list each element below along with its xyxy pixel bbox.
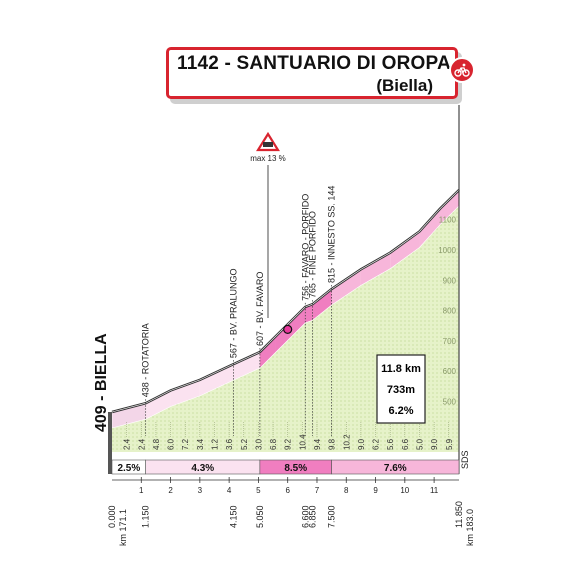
km-gradient-label: 5.2 <box>240 438 249 450</box>
km-gradient-label: 3.4 <box>196 438 205 450</box>
title-box: 1142 - SANTUARIO DI OROPA (Biella) <box>166 47 458 99</box>
km-gradient-label: 2.4 <box>123 438 132 450</box>
steep-gradient-warning-icon <box>256 131 280 152</box>
km-tick-label: 3 <box>198 486 203 495</box>
road-segment <box>305 304 313 323</box>
start-location-label: 409 - BIELLA <box>93 333 110 432</box>
road-segment <box>439 190 459 225</box>
km-gradient-label: 9.0 <box>430 438 439 450</box>
distance-mark-label: 5.050 <box>255 505 265 528</box>
road-segment <box>233 352 260 381</box>
km-tick-label: 8 <box>344 486 349 495</box>
km-gradient-label: 6.8 <box>269 438 278 450</box>
sds-label: SDS <box>460 450 470 469</box>
gradient-segment-label: 8.5% <box>284 463 307 474</box>
elevation-tick-label: 700 <box>443 337 457 346</box>
km-gradient-label: 10.4 <box>298 434 307 450</box>
road-segment <box>331 269 361 306</box>
road-segment <box>199 364 234 396</box>
road-segment <box>145 390 171 420</box>
km-gradient-label: 5.9 <box>445 438 454 450</box>
summary-box <box>376 354 426 424</box>
km-gradient-label: 5.6 <box>386 438 395 450</box>
max-gradient-label: max 13 % <box>250 154 286 163</box>
distance-mark-label: 4.150 <box>229 505 239 528</box>
km-gradient-label: 6.2 <box>372 438 381 450</box>
point-label: 438 - ROTATORIA <box>141 323 151 397</box>
summary-gradient: 6.2% <box>388 405 413 417</box>
km-tick-label: 4 <box>227 486 232 495</box>
km-gradient-label: 3.0 <box>254 438 263 450</box>
km-tick-label: 10 <box>400 486 409 495</box>
km-tick-label: 5 <box>256 486 261 495</box>
distance-mark-label: 7.500 <box>327 505 337 528</box>
km-gradient-label: 9.0 <box>357 438 366 450</box>
point-label: 815 - INNESTO SS. 144 <box>327 186 337 283</box>
road-segment <box>360 252 391 286</box>
km-gradient-label: 3.6 <box>225 438 234 450</box>
chart-title: 1142 - SANTUARIO DI OROPA <box>177 53 451 74</box>
km-tick-label: 6 <box>285 486 290 495</box>
point-label: 567 - BV. PRALUNGO <box>229 268 239 358</box>
km-tick-label: 9 <box>373 486 378 495</box>
elevation-tick-label: 1100 <box>439 216 457 225</box>
road-segment <box>259 335 276 369</box>
km-gradient-label: 9.4 <box>313 438 322 450</box>
km-tick-label: 2 <box>168 486 173 495</box>
km-gradient-label: 10.2 <box>342 434 351 450</box>
elevation-tick-label: 1000 <box>438 246 456 255</box>
km-gradient-label: 4.8 <box>152 438 161 450</box>
km-gradient-label: 6.0 <box>167 438 176 450</box>
km-gradient-label: 6.6 <box>401 438 410 450</box>
road-segment <box>419 208 440 248</box>
start-km-label: km 171.1 <box>118 509 128 546</box>
cyclist-icon <box>449 57 475 83</box>
elevation-tick-label: 900 <box>443 276 457 285</box>
point-label: 607 - BV. FAVARO <box>255 272 265 346</box>
distance-mark-label: 11.850 <box>454 501 464 528</box>
km-tick-label: 7 <box>315 486 320 495</box>
gradient-segment-label: 4.3% <box>191 463 214 474</box>
elevation-tick-label: 500 <box>443 397 457 406</box>
km-gradient-label: 9.8 <box>328 438 337 450</box>
km-gradient-label: 1.2 <box>210 438 219 450</box>
point-label: 756 - FAVARO - PORFIDO <box>300 194 310 301</box>
distance-mark-label: 6.600 <box>300 505 310 528</box>
gradient-segment-label: 2.5% <box>117 463 140 474</box>
elevation-tick-label: 800 <box>443 307 457 316</box>
km-gradient-label: 5.0 <box>415 438 424 450</box>
terrain-area <box>112 206 459 452</box>
max-gradient-marker <box>283 324 293 334</box>
end-km-label: km 183.0 <box>465 509 475 546</box>
km-tick-label: 1 <box>139 486 144 495</box>
road-segment <box>312 289 332 321</box>
elevation-tick-label: 600 <box>443 367 457 376</box>
start-wall <box>108 412 112 474</box>
gradient-segment <box>331 459 460 475</box>
chart-subtitle: (Biella) <box>376 76 433 95</box>
point-label: 765 - FINE PORFIDO <box>308 211 318 298</box>
road-segment <box>390 231 420 269</box>
km-gradient-label: 7.2 <box>181 438 190 450</box>
road-segment <box>112 403 146 428</box>
km-gradient-label: 2.4 <box>137 438 146 450</box>
distance-mark-label: 1.150 <box>141 505 151 528</box>
gradient-segment-label: 7.6% <box>384 463 407 474</box>
distance-mark-label: 6.850 <box>308 505 318 528</box>
summary-gain: 733m <box>387 384 415 396</box>
km-tick-label: 11 <box>430 486 439 495</box>
km-gradient-label: 9.2 <box>284 438 293 450</box>
summary-distance: 11.8 km <box>381 363 421 375</box>
road-segment <box>170 379 200 407</box>
distance-mark-label: 0.000 <box>107 505 117 528</box>
